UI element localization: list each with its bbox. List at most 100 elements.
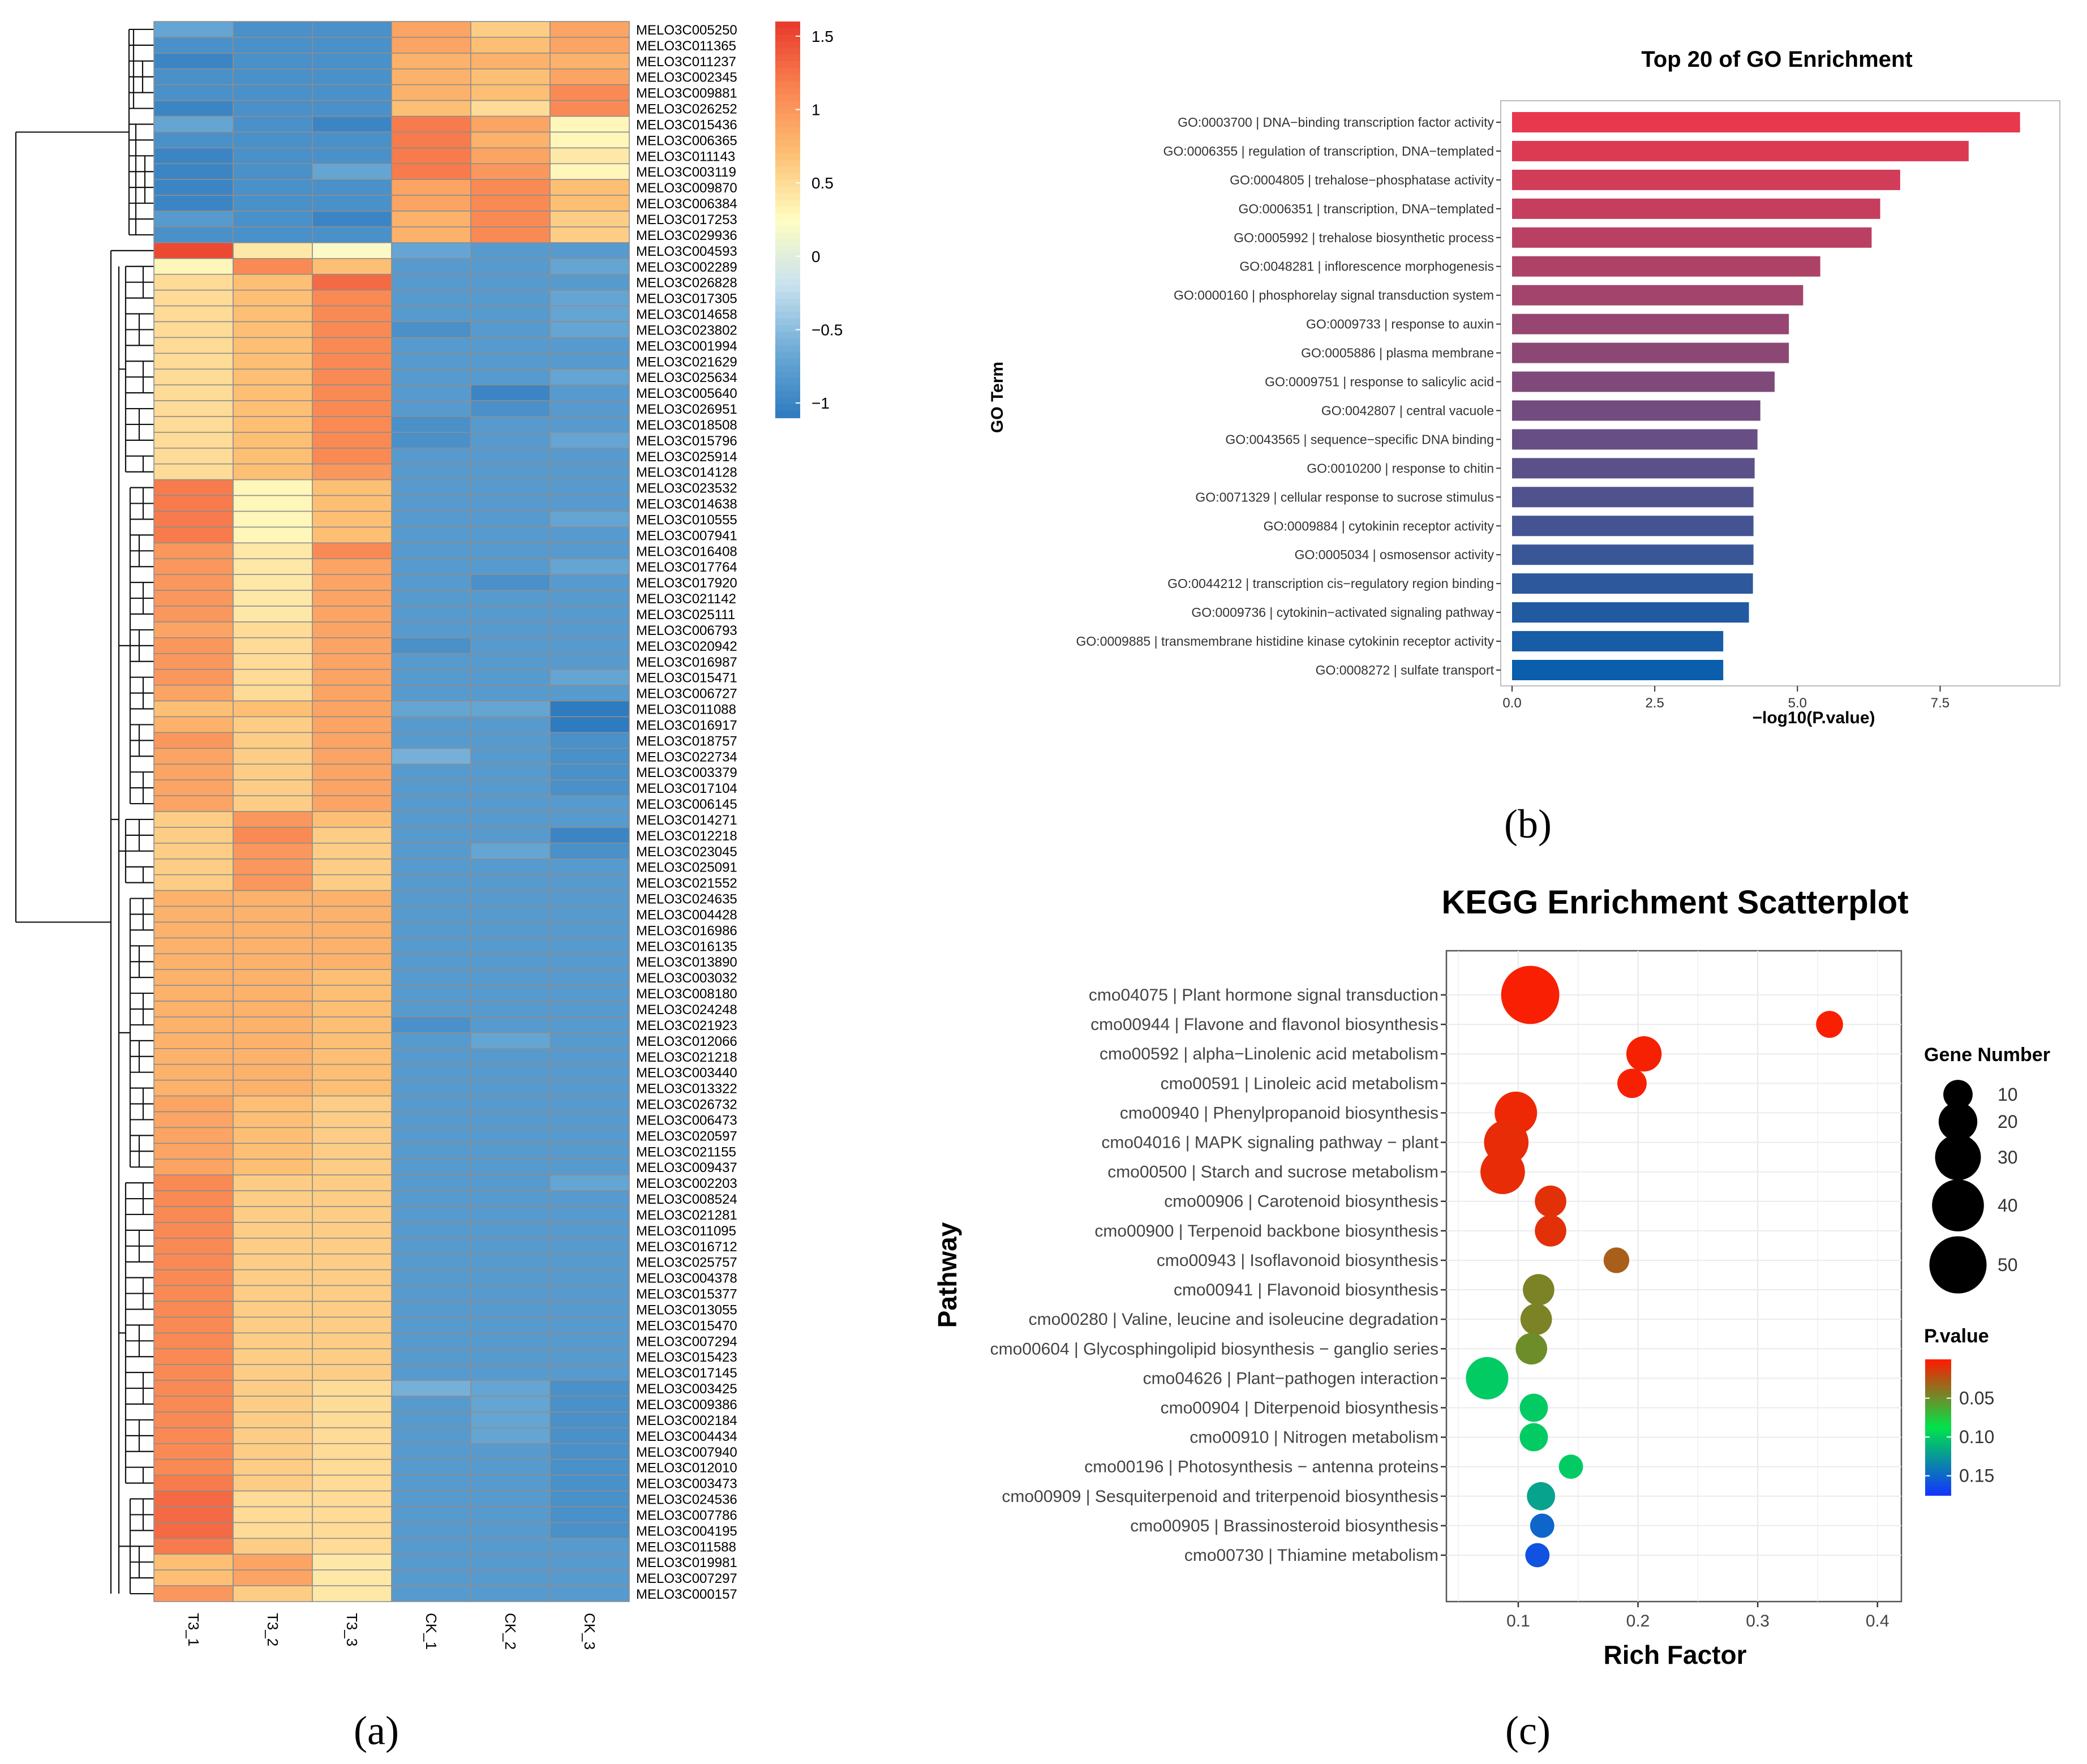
heatmap-cell xyxy=(312,1143,392,1160)
heatmap-cell xyxy=(470,937,551,955)
size-legend-dot xyxy=(1932,1179,1984,1231)
heatmap-cell xyxy=(153,1364,234,1381)
go-bar xyxy=(1512,458,1755,479)
heatmap-cell xyxy=(233,1364,313,1381)
heatmap-cell xyxy=(233,1301,313,1318)
heatmap-cell xyxy=(153,858,234,875)
heatmap-cell xyxy=(391,463,471,480)
colorbar-segment xyxy=(775,107,800,115)
kegg-pathway-label: cmo00900 | Terpenoid backbone biosynthes… xyxy=(1094,1222,1438,1241)
heatmap-row-label: MELO3C024635 xyxy=(636,892,737,907)
heatmap-row-label: MELO3C019981 xyxy=(636,1555,737,1570)
kegg-pathway-label: cmo00904 | Diterpenoid biosynthesis xyxy=(1161,1398,1438,1417)
heatmap-cell xyxy=(549,321,630,338)
kegg-x-tick-label: 0.4 xyxy=(1866,1612,1890,1630)
heatmap-cell xyxy=(391,479,471,496)
color-legend-segment xyxy=(1925,1382,1951,1385)
heatmap-cell xyxy=(153,21,234,38)
heatmap-cell xyxy=(549,795,630,812)
colorbar-segment xyxy=(775,94,800,101)
heatmap-cell xyxy=(153,1001,234,1018)
kegg-pathway-label: cmo00730 | Thiamine metabolism xyxy=(1184,1546,1438,1565)
heatmap-cell xyxy=(549,337,630,354)
heatmap-cell xyxy=(153,1538,234,1555)
go-x-tick-label: 0.0 xyxy=(1502,696,1521,711)
heatmap-cell xyxy=(153,1301,234,1318)
heatmap-cell xyxy=(549,273,630,291)
colorbar-segment xyxy=(775,101,800,108)
heatmap-cell xyxy=(312,1095,392,1113)
heatmap-cell xyxy=(391,21,471,38)
color-legend-segment xyxy=(1925,1458,1951,1462)
go-category-label: GO:0005992 | trehalose biosynthetic proc… xyxy=(1234,230,1494,245)
heatmap-cell xyxy=(312,1364,392,1381)
heatmap-cell xyxy=(153,843,234,860)
kegg-pathway-label: cmo00280 | Valine, leucine and isoleucin… xyxy=(1029,1310,1438,1329)
heatmap-cell xyxy=(153,84,234,101)
heatmap-cell xyxy=(233,668,313,686)
heatmap-cell xyxy=(233,68,313,85)
heatmap-cell xyxy=(233,874,313,891)
heatmap-cell xyxy=(233,1538,313,1555)
heatmap-cell xyxy=(391,37,471,54)
heatmap-row-label: MELO3C021629 xyxy=(636,354,737,370)
heatmap-cell xyxy=(312,843,392,860)
heatmap-cell xyxy=(312,574,392,591)
heatmap-cell xyxy=(153,1063,234,1081)
go-x-tick-label: 5.0 xyxy=(1788,696,1807,711)
heatmap-cell xyxy=(233,1316,313,1334)
heatmap-row-label: MELO3C014658 xyxy=(636,307,737,323)
heatmap-cell xyxy=(391,668,471,686)
heatmap-cell xyxy=(470,1269,551,1286)
heatmap-row-label: MELO3C022734 xyxy=(636,749,737,765)
heatmap-cell xyxy=(233,1063,313,1081)
heatmap-cell xyxy=(549,211,630,228)
heatmap-cell xyxy=(470,668,551,686)
heatmap-cell xyxy=(391,289,471,307)
heatmap-cell xyxy=(312,1158,392,1175)
heatmap-row-label: MELO3C013322 xyxy=(636,1081,737,1097)
color-legend-segment xyxy=(1925,1481,1951,1484)
heatmap-cell xyxy=(391,321,471,338)
colorbar-segment xyxy=(775,292,800,299)
heatmap-row-label: MELO3C020597 xyxy=(636,1128,737,1144)
color-legend-segment xyxy=(1925,1433,1951,1436)
heatmap-cell xyxy=(233,526,313,544)
heatmap-cell xyxy=(312,1127,392,1144)
heatmap-cell xyxy=(312,321,392,338)
heatmap-cell xyxy=(470,890,551,907)
heatmap-column-labels: T3_1 T3_2 T3_3 CK_1 CK_2 CK_3 xyxy=(185,1613,598,1650)
heatmap-cell xyxy=(549,1427,630,1444)
go-bar xyxy=(1512,140,1969,161)
heatmap-cell xyxy=(470,257,551,275)
heatmap-cell xyxy=(470,1143,551,1160)
colorbar-segment xyxy=(775,404,800,412)
heatmap-cell xyxy=(153,795,234,812)
colorbar-tick-label: 0 xyxy=(811,248,821,265)
heatmap-cell xyxy=(153,1222,234,1239)
heatmap-cell xyxy=(153,337,234,354)
color-legend-segment xyxy=(1925,1359,1951,1363)
heatmap-cell xyxy=(470,1506,551,1523)
heatmap-cell xyxy=(312,1111,392,1128)
heatmap-cell xyxy=(312,1285,392,1302)
heatmap-cell xyxy=(391,1285,471,1302)
heatmap-cell xyxy=(312,1253,392,1271)
heatmap-cell xyxy=(391,748,471,765)
color-legend-segment xyxy=(1925,1368,1951,1371)
heatmap-cell xyxy=(549,1174,630,1191)
heatmap-cell xyxy=(312,637,392,654)
heatmap-row-label: MELO3C017253 xyxy=(636,212,737,228)
heatmap-cell xyxy=(549,542,630,560)
heatmap-cell xyxy=(312,795,392,812)
color-legend-segment xyxy=(1925,1441,1951,1445)
heatmap-cell xyxy=(391,353,471,370)
heatmap-cell xyxy=(391,448,471,465)
kegg-point xyxy=(1525,1543,1550,1568)
heatmap-cell xyxy=(470,590,551,607)
heatmap-cell xyxy=(470,273,551,291)
heatmap-cell xyxy=(391,843,471,860)
heatmap-cell xyxy=(153,321,234,338)
heatmap-cell xyxy=(312,337,392,354)
heatmap-row-label: MELO3C010555 xyxy=(636,512,737,527)
